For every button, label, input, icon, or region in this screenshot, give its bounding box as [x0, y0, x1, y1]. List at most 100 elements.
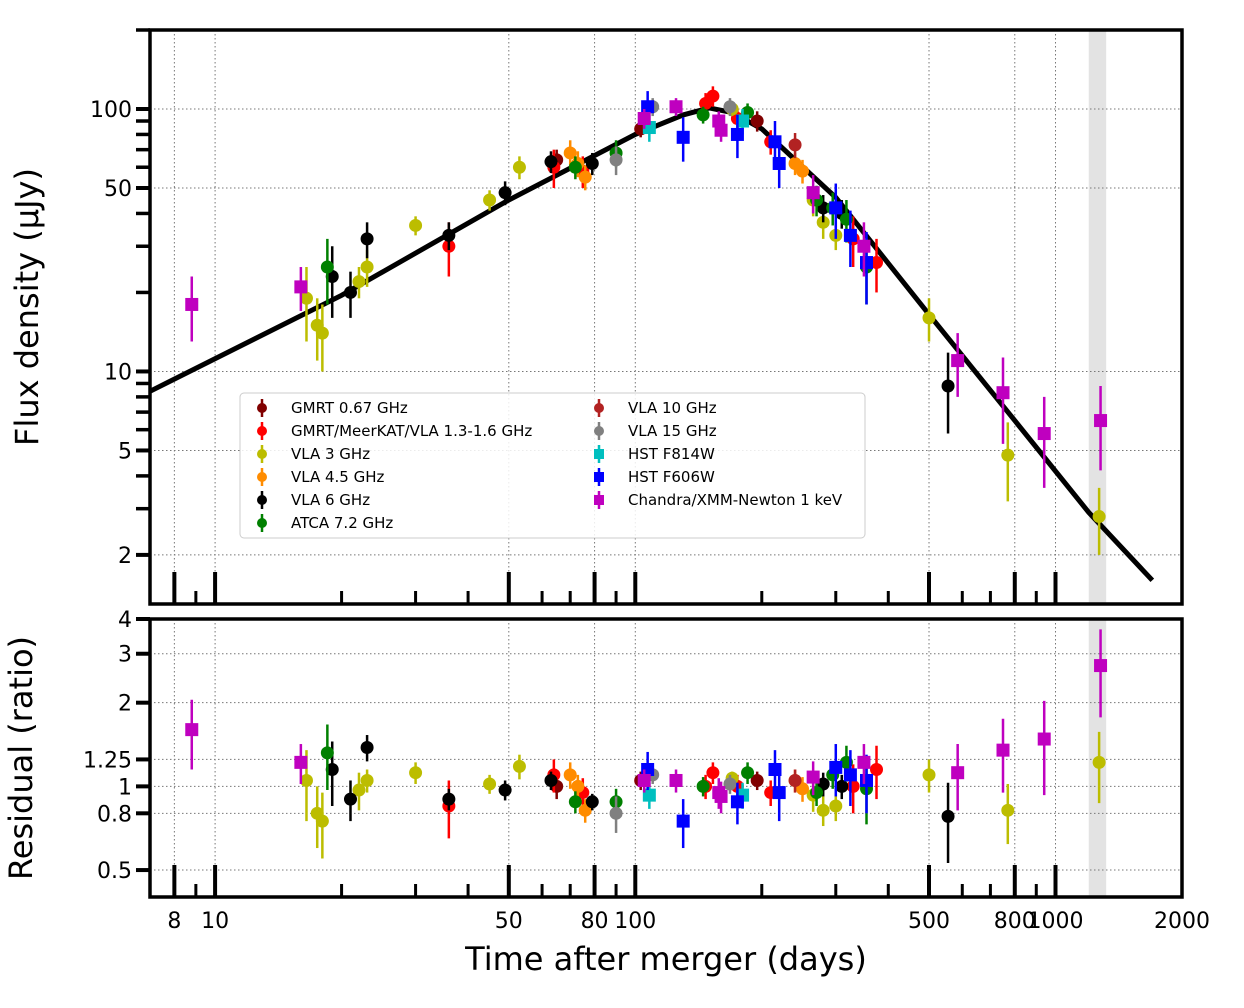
residual-point — [185, 723, 199, 737]
x-tick-label: 10 — [201, 909, 229, 934]
y-tick-label: 10 — [104, 360, 132, 385]
y-tick-label: 5 — [118, 439, 132, 464]
data-point — [563, 146, 577, 160]
data-point — [609, 153, 623, 167]
axis-ticks — [136, 617, 1184, 897]
x-tick-label: 50 — [495, 909, 523, 934]
legend-marker — [594, 472, 604, 482]
data-point — [544, 155, 558, 169]
residual-point — [360, 773, 374, 787]
data-point — [696, 108, 710, 122]
legend-label: GMRT/MeerKAT/VLA 1.3-1.6 GHz — [291, 422, 532, 440]
data-point — [922, 311, 936, 325]
residual-point — [996, 743, 1010, 757]
residual-point — [1037, 732, 1051, 746]
data-point — [1092, 510, 1106, 524]
legend-label: VLA 15 GHz — [628, 422, 717, 440]
residual-point — [941, 809, 955, 823]
residual-point — [325, 762, 339, 776]
residual-point — [870, 762, 884, 776]
legend-label: VLA 4.5 GHz — [291, 468, 385, 486]
data-point — [736, 114, 750, 128]
residual-point — [835, 779, 849, 793]
data-point — [750, 114, 764, 128]
legend-marker — [594, 426, 604, 436]
residual-point — [723, 777, 737, 791]
data-point — [941, 379, 955, 393]
residual-point — [320, 746, 334, 760]
residual-point — [609, 806, 623, 820]
data-point — [1001, 448, 1015, 462]
y-tick-label: 0.8 — [97, 802, 132, 827]
legend-marker — [594, 403, 604, 413]
residual-point — [544, 773, 558, 787]
data-point — [352, 275, 366, 289]
residual-point — [299, 773, 313, 787]
legend-label: VLA 6 GHz — [291, 491, 370, 509]
x-tick-label: 800 — [994, 909, 1036, 934]
legend-marker — [257, 495, 267, 505]
x-tick-label: 80 — [581, 909, 609, 934]
data-point — [315, 326, 329, 340]
data-point — [806, 186, 820, 200]
data-point — [788, 138, 802, 152]
legend-label: GMRT 0.67 GHz — [291, 399, 408, 417]
residual-point — [730, 795, 744, 809]
residual-point — [696, 779, 710, 793]
residual-point — [846, 779, 860, 793]
y-axis-title: Residual (ratio) — [2, 636, 40, 880]
data-point — [294, 280, 308, 294]
residual-point — [442, 792, 456, 806]
residual-point — [1001, 803, 1015, 817]
residual-point — [796, 782, 810, 796]
y-tick-label: 1 — [118, 775, 132, 800]
data-point — [870, 256, 884, 270]
data-point — [185, 297, 199, 311]
data-point — [343, 285, 357, 299]
residual-point — [669, 773, 683, 787]
data-points — [185, 629, 1108, 864]
data-point — [498, 186, 512, 200]
x-tick-label: 1000 — [1028, 909, 1084, 934]
data-point — [676, 130, 690, 144]
y-axis-title: Flux density (μJy) — [8, 168, 46, 446]
residual-point — [706, 766, 720, 780]
legend-marker — [257, 426, 267, 436]
data-point — [320, 260, 334, 274]
x-tick-label: 500 — [908, 909, 950, 934]
legend-marker — [594, 449, 604, 459]
residual-point — [409, 766, 423, 780]
legend-marker — [594, 495, 604, 505]
data-point — [796, 164, 810, 178]
data-point — [1037, 427, 1051, 441]
residual-point — [483, 777, 497, 791]
y-tick-label: 1.25 — [83, 748, 132, 773]
legend-box — [239, 392, 866, 539]
legend-label: HST F606W — [628, 468, 715, 486]
y-tick-label: 4 — [118, 608, 132, 633]
y-tick-label: 50 — [104, 177, 132, 202]
residual-point — [571, 779, 585, 793]
data-point — [730, 127, 744, 141]
residual-point — [352, 783, 366, 797]
data-point — [723, 100, 737, 114]
data-point — [637, 112, 651, 126]
legend-marker — [257, 472, 267, 482]
data-point — [951, 354, 965, 368]
data-point — [585, 156, 599, 170]
data-point — [857, 239, 871, 253]
residual-point — [294, 755, 308, 769]
flux-panel: 2 5 10 50 100 Flux density (μJy) GMRT 0.67 G… — [8, 28, 1184, 606]
data-point — [568, 160, 582, 174]
data-point — [772, 156, 786, 170]
residual-point — [578, 803, 592, 817]
data-point — [409, 218, 423, 232]
residual-point — [315, 814, 329, 828]
y-tick-labels: 0.5 0.811.25 2 3 4 — [83, 608, 132, 884]
residual-point — [922, 768, 936, 782]
data-point — [669, 100, 683, 114]
residual-point — [788, 773, 802, 787]
data-point — [714, 123, 728, 137]
y-tick-label: 0.5 — [97, 859, 132, 884]
